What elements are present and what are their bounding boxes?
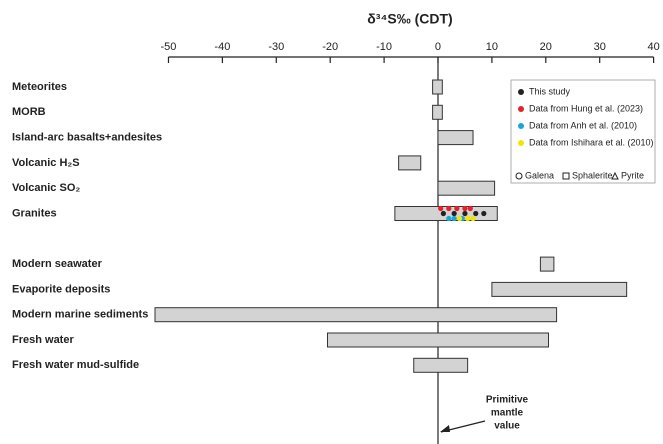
x-tick-label: 40 bbox=[647, 41, 659, 53]
data-point bbox=[462, 210, 468, 217]
legend-marker bbox=[518, 140, 524, 146]
legend-shape bbox=[562, 172, 570, 180]
category-label: Granites bbox=[12, 207, 57, 219]
range-bar bbox=[437, 130, 474, 146]
legend-shape bbox=[515, 172, 523, 180]
annotation-arrowhead bbox=[439, 425, 450, 432]
range-bar bbox=[539, 256, 555, 272]
category-label: Fresh water mud-sulfide bbox=[12, 359, 139, 371]
data-point bbox=[454, 205, 460, 212]
data-point bbox=[446, 215, 452, 222]
x-tick-label: -10 bbox=[376, 41, 392, 53]
range-bar bbox=[432, 79, 443, 95]
legend-shape-label: Galena bbox=[525, 170, 554, 180]
legend-label: Data from Anh et al. (2010) bbox=[529, 120, 637, 130]
category-label: Modern marine sediments bbox=[12, 309, 148, 321]
legend-marker bbox=[518, 106, 524, 112]
annotation-text: Primitive bbox=[486, 395, 529, 406]
category-label: Volcanic SO₂ bbox=[12, 182, 80, 194]
range-bar bbox=[491, 281, 628, 297]
data-point bbox=[473, 210, 479, 217]
data-point bbox=[438, 205, 444, 212]
legend-box bbox=[510, 79, 656, 184]
annotation-text: mantle bbox=[491, 408, 524, 419]
data-point bbox=[470, 215, 476, 222]
x-tick-label: 10 bbox=[486, 41, 498, 53]
legend-marker bbox=[518, 123, 524, 129]
legend-label: This study bbox=[529, 86, 571, 96]
x-tick-label: 20 bbox=[540, 41, 552, 53]
legend-label: Data from Ishihara et al. (2010) bbox=[529, 137, 654, 147]
category-label: Volcanic H₂S bbox=[12, 157, 80, 169]
data-point bbox=[451, 210, 457, 217]
range-bar bbox=[326, 332, 549, 348]
data-point bbox=[465, 215, 471, 222]
data-point bbox=[451, 215, 457, 222]
range-bar bbox=[413, 357, 469, 373]
legend-shape bbox=[611, 171, 619, 180]
x-tick-label: -50 bbox=[161, 41, 177, 53]
category-label: Fresh water bbox=[12, 334, 74, 346]
data-point bbox=[456, 215, 463, 222]
x-tick-label: -20 bbox=[322, 41, 338, 53]
data-point bbox=[446, 205, 452, 212]
legend-label: Data from Hung et al. (2023) bbox=[529, 103, 643, 113]
x-tick-label: 30 bbox=[594, 41, 606, 53]
x-tick-label: 0 bbox=[435, 41, 441, 53]
legend-shape-label: Pyrite bbox=[621, 170, 644, 180]
category-label: MORB bbox=[12, 106, 46, 118]
legend-shape-label: Sphalerite bbox=[572, 170, 613, 180]
category-label: Meteorites bbox=[12, 81, 67, 93]
data-point bbox=[462, 205, 468, 212]
range-bar bbox=[398, 155, 422, 171]
category-label: Modern seawater bbox=[12, 258, 103, 270]
range-bar bbox=[154, 307, 558, 323]
annotation-text: value bbox=[494, 421, 520, 432]
range-bar bbox=[437, 180, 496, 196]
range-bar bbox=[432, 104, 443, 120]
x-tick-label: -30 bbox=[268, 41, 284, 53]
chart-title: δ³⁴S‰ (CDT) bbox=[367, 11, 452, 27]
legend-marker bbox=[518, 89, 524, 95]
category-label: Island-arc basalts+andesites bbox=[12, 132, 162, 144]
category-label: Evaporite deposits bbox=[12, 283, 110, 295]
data-point bbox=[440, 210, 446, 217]
data-point bbox=[467, 205, 473, 212]
x-tick-label: -40 bbox=[214, 41, 230, 53]
data-point bbox=[481, 210, 487, 217]
